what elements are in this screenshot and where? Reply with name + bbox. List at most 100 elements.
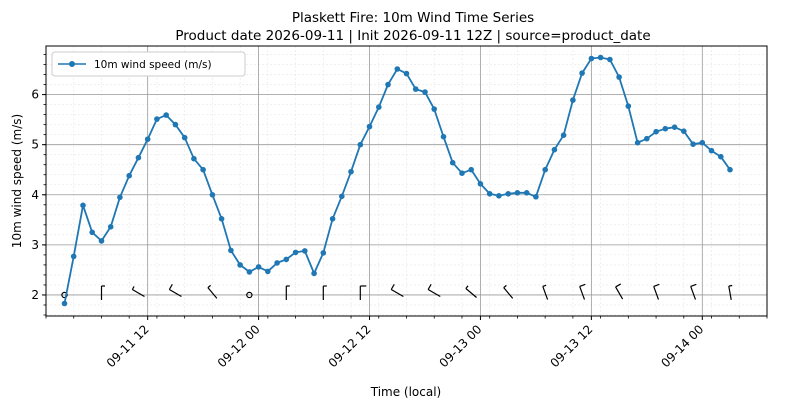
wind-speed-point	[126, 172, 132, 179]
major-grid	[46, 46, 767, 316]
wind-speed-point	[163, 112, 169, 118]
wind-speed-point	[449, 159, 456, 166]
wind-speed-point	[107, 224, 114, 230]
wind-speed-point	[61, 300, 68, 307]
wind-barb	[207, 284, 218, 299]
wind-barb	[728, 284, 733, 300]
wind-speed-point	[644, 135, 650, 142]
wind-speed-point	[653, 128, 659, 135]
wind-speed-point	[616, 74, 622, 80]
wind-barb	[653, 283, 660, 300]
wind-speed-point	[422, 89, 428, 95]
wind-barbs	[61, 283, 733, 300]
wind-speed-point	[339, 193, 345, 200]
legend-marker-swatch	[69, 61, 75, 67]
wind-speed-point	[551, 146, 558, 153]
wind-barb-staff	[503, 287, 514, 299]
y-tick-label: 5	[31, 138, 39, 152]
wind-barb-staff	[132, 288, 145, 298]
wind-speed-point	[385, 81, 391, 88]
wind-barb-half-feather	[207, 284, 211, 289]
chart-title: Plaskett Fire: 10m Wind Time Series	[292, 10, 534, 26]
wind-barb-feather	[615, 283, 622, 288]
wind-speed-point	[117, 194, 123, 201]
wind-speed-point	[144, 136, 151, 142]
wind-barb	[579, 283, 586, 300]
wind-barb-staff	[690, 286, 697, 300]
wind-speed-point	[514, 190, 521, 196]
wind-speed-point	[597, 54, 604, 61]
wind-barb	[690, 283, 697, 300]
wind-barb-calm	[61, 291, 68, 299]
wind-speed-point	[634, 139, 641, 146]
wind-speed-point	[366, 123, 373, 130]
wind-barb-feather	[653, 283, 660, 287]
y-tick-label: 4	[31, 188, 39, 202]
wind-speed-point	[505, 191, 512, 197]
wind-barb-staff	[579, 286, 586, 300]
wind-barb-half-feather	[465, 285, 469, 289]
wind-speed-point	[486, 191, 493, 197]
wind-barb	[100, 285, 105, 300]
wind-speed-point	[154, 116, 160, 122]
wind-speed-point	[523, 190, 530, 196]
wind-barb	[390, 284, 404, 298]
legend-box	[51, 51, 246, 77]
wind-speed-point	[181, 134, 188, 141]
wind-speed-series	[61, 54, 733, 307]
wind-speed-point	[348, 168, 354, 175]
wind-speed-point	[329, 216, 336, 222]
wind-barb	[542, 284, 549, 300]
wind-speed-point	[135, 154, 142, 161]
wind-barb	[427, 284, 441, 298]
wind-speed-point	[690, 141, 696, 147]
wind-speed-point	[292, 249, 299, 256]
wind-speed-point	[403, 70, 410, 77]
y-tick-label: 3	[31, 238, 39, 252]
wind-speed-point	[274, 260, 280, 266]
wind-speed-point	[209, 192, 216, 198]
wind-barb-half-feather	[542, 284, 547, 287]
wind-barb	[359, 285, 367, 300]
wind-barb-staff	[427, 288, 441, 298]
wind-speed-point	[625, 103, 632, 109]
wind-barb-staff	[653, 286, 660, 300]
wind-barb-feather	[390, 284, 395, 290]
wind-barb	[285, 285, 290, 300]
wind-barb	[503, 284, 514, 299]
wind-speed-point	[394, 66, 401, 72]
legend: 10m wind speed (m/s)	[51, 51, 246, 77]
legend-label: 10m wind speed (m/s)	[94, 59, 212, 71]
wind-barb-half-feather	[503, 284, 507, 289]
wind-barb	[131, 286, 145, 298]
wind-speed-point	[246, 269, 253, 275]
wind-speed-point	[459, 170, 465, 176]
wind-speed-point	[570, 97, 576, 103]
wind-speed-point	[376, 104, 382, 110]
wind-speed-point	[255, 264, 262, 270]
wind-barb	[465, 285, 477, 298]
wind-barb	[615, 283, 624, 300]
wind-speed-point	[320, 250, 327, 256]
wind-speed-point	[283, 256, 290, 263]
wind-barb-feather	[579, 283, 586, 287]
wind-speed-point	[80, 202, 86, 209]
wind-speed-point	[727, 166, 733, 173]
wind-speed-point	[560, 132, 567, 138]
y-tick-label: 2	[31, 288, 39, 302]
wind-speed-point	[228, 247, 234, 254]
wind-barb-feather	[168, 284, 173, 290]
wind-speed-point	[579, 70, 585, 76]
chart-subtitle: Product date 2026-09-11 | Init 2026-09-1…	[175, 28, 650, 44]
wind-speed-point	[496, 193, 502, 199]
y-axis-ticks: 2 3 4 5 6	[31, 54, 46, 316]
wind-speed-point	[191, 155, 197, 162]
wind-barb-half-feather	[728, 284, 733, 287]
wind-barb-staff	[465, 288, 477, 298]
wind-speed-point	[671, 124, 678, 130]
wind-barb-staff	[728, 286, 732, 300]
wind-speed-point	[440, 133, 447, 140]
wind-barb	[322, 285, 327, 300]
wind-speed-point	[89, 229, 95, 236]
